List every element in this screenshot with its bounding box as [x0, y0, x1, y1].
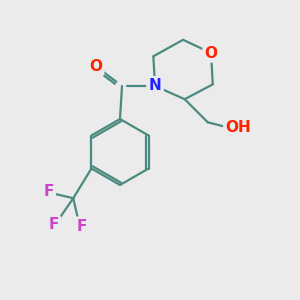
Text: O: O	[89, 59, 102, 74]
Text: O: O	[205, 46, 218, 61]
Text: OH: OH	[225, 120, 251, 135]
Text: N: N	[148, 79, 161, 94]
Text: N: N	[148, 79, 161, 94]
Text: F: F	[43, 184, 54, 199]
Text: F: F	[76, 219, 87, 234]
Text: F: F	[48, 217, 59, 232]
